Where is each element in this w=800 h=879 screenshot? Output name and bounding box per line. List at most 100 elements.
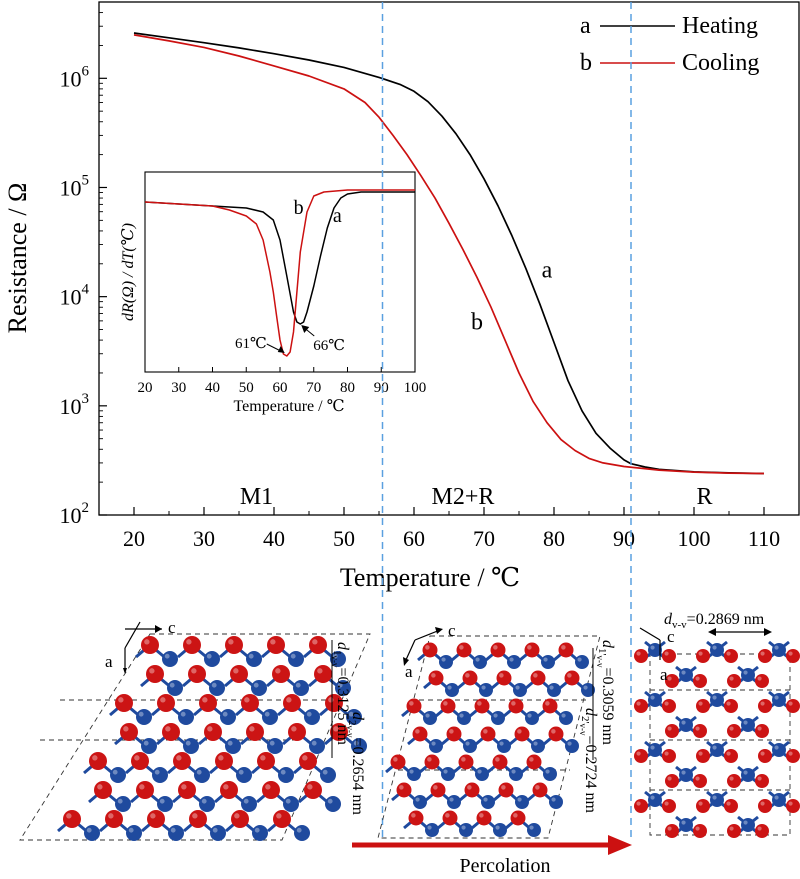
oxygen-atom [63, 810, 81, 828]
vanadium-atom-highlight [227, 740, 233, 746]
vanadium-atom-highlight [164, 653, 170, 659]
oxygen-atom [430, 782, 446, 798]
oxygen-atom [548, 726, 564, 742]
inset-y-axis-label: dR(Ω) / dT(℃) [120, 223, 137, 321]
vanadium-atom-highlight [280, 769, 286, 775]
oxygen-atom [199, 694, 217, 712]
oxygen-atom [462, 670, 478, 686]
oxygen-atom-highlight [149, 668, 155, 674]
vanadium-atom [575, 655, 589, 669]
main-x-tick-label: 110 [748, 526, 780, 551]
vanadium-atom-highlight [774, 645, 779, 650]
vanadium-atom-highlight [499, 741, 504, 746]
dim-m1-1: d1v-v=0.3125 nm [330, 642, 351, 746]
percolation-arrow: Percolation [352, 835, 632, 877]
oxygen-atom-highlight [760, 651, 765, 656]
vanadium-atom [565, 739, 579, 753]
oxygen-atom [665, 674, 679, 688]
oxygen-atom-highlight [788, 651, 793, 656]
annotation-arrowhead [277, 346, 285, 353]
oxygen-atom [456, 642, 472, 658]
series-line-cooling [133, 34, 765, 475]
oxygen-atom [490, 642, 506, 658]
oxygen-atom-highlight [228, 639, 234, 645]
vanadium-atom [84, 825, 100, 841]
vanadium-atom-highlight [481, 685, 486, 690]
vanadium-atom-highlight [774, 695, 779, 700]
oxygen-atom-highlight [270, 639, 276, 645]
oxygen-atom-highlight [664, 751, 669, 756]
oxygen-atom [755, 674, 769, 688]
vanadium-atom [513, 683, 527, 697]
oxygen-atom [141, 636, 159, 654]
oxygen-atom [758, 799, 772, 813]
vanadium-atom [772, 743, 786, 757]
vanadium-atom-highlight [311, 740, 317, 746]
vanadium-atom [246, 651, 262, 667]
vanadium-atom-highlight [449, 797, 454, 802]
vanadium-atom-highlight [650, 745, 655, 750]
oxygen-atom-highlight [223, 784, 229, 790]
region-label: R [696, 484, 712, 510]
vanadium-atom-highlight [681, 670, 686, 675]
vanadium-atom [509, 767, 523, 781]
main-x-tick-label: 60 [403, 526, 425, 551]
vanadium-atom [152, 767, 168, 783]
main-x-tick-label: 70 [473, 526, 495, 551]
oxygen-atom-highlight [123, 726, 129, 732]
oxygen-atom-highlight [459, 645, 464, 650]
oxygen-atom [309, 636, 327, 654]
oxygen-atom [283, 694, 301, 712]
oxygen-atom-highlight [483, 729, 488, 734]
oxygen-atom-highlight [726, 651, 731, 656]
vanadium-atom [447, 795, 461, 809]
vanadium-atom-highlight [201, 798, 207, 804]
inset-curve-label-a: a [333, 205, 342, 227]
vanadium-atom-highlight [415, 797, 420, 802]
oxygen-atom-highlight [399, 785, 404, 790]
vanadium-atom-highlight [169, 682, 175, 688]
vanadium-atom-highlight [154, 769, 160, 775]
vanadium-atom [407, 767, 421, 781]
unit-cell [19, 633, 371, 841]
vanadium-atom [225, 738, 241, 754]
vanadium-atom [236, 767, 252, 783]
inset-series-line-heating [144, 191, 415, 325]
main-x-tick-label: 100 [678, 526, 711, 551]
vanadium-atom-highlight [409, 769, 414, 774]
vanadium-atom-highlight [185, 740, 191, 746]
main-x-tick-label: 20 [123, 526, 145, 551]
oxygen-atom-highlight [461, 757, 466, 762]
oxygen-atom [727, 724, 741, 738]
annotation-61c: 61℃ [235, 336, 267, 352]
inset-curve-labels: ab [294, 197, 342, 227]
oxygen-atom [131, 752, 149, 770]
oxygen-atom-highlight [511, 701, 516, 706]
oxygen-atom [727, 824, 741, 838]
oxygen-atom-highlight [234, 813, 240, 819]
vanadium-atom-highlight [322, 769, 328, 775]
axis-label-c: c [448, 621, 456, 640]
region-label: M2+R [432, 484, 495, 510]
oxygen-atom-highlight [92, 755, 98, 761]
vanadium-atom [741, 818, 755, 832]
vanadium-atom-highlight [431, 741, 436, 746]
vanadium-atom [425, 823, 439, 837]
inset-series [144, 189, 415, 357]
vanadium-atom [648, 743, 662, 757]
vanadium-atom-highlight [712, 745, 717, 750]
oxygen-atom [727, 674, 741, 688]
oxygen-atom-highlight [312, 639, 318, 645]
oxygen-atom-highlight [249, 726, 255, 732]
oxygen-atom [288, 723, 306, 741]
dim-m2r-1: d1'v-v=0.3059 nm [595, 640, 616, 746]
vanadium-atom [293, 680, 309, 696]
oxygen-atom-highlight [144, 639, 150, 645]
main-y-tick-label: 102 [60, 500, 90, 528]
vanadium-atom-highlight [353, 740, 359, 746]
main-x-axis-label: Temperature / ℃ [340, 563, 520, 592]
oxygen-atom [173, 752, 191, 770]
vanadium-atom-highlight [483, 797, 488, 802]
vanadium-atom-highlight [332, 653, 338, 659]
oxygen-atom-highlight [729, 726, 734, 731]
